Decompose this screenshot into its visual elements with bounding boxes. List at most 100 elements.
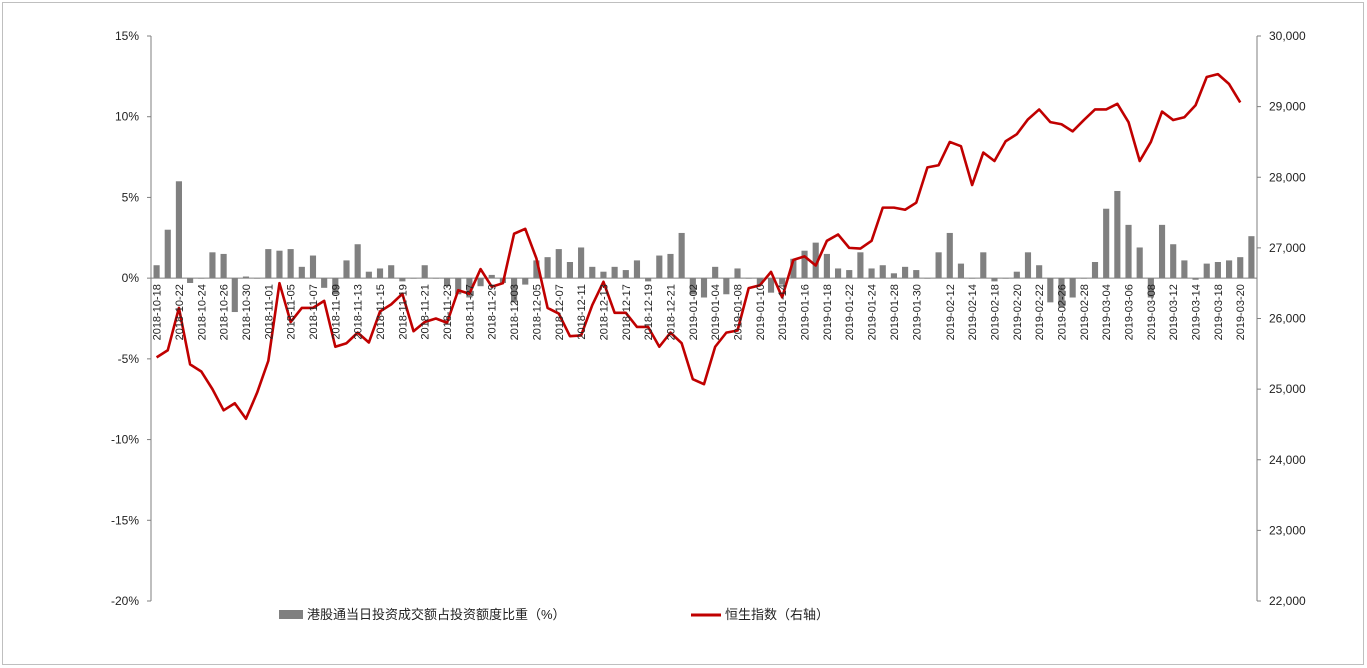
x-tick-label: 2019-02-28 <box>1079 284 1091 340</box>
y-left-tick-label: 10% <box>115 110 139 124</box>
x-tick-label: 2019-01-02 <box>688 284 700 340</box>
bar-2019-01-28 <box>890 273 897 279</box>
bar-2019-01-30 <box>913 270 920 279</box>
bar-2019-03-13 <box>1181 260 1188 279</box>
y-left-tick-label: -5% <box>118 352 140 366</box>
y-right-tick-label: 25,000 <box>1269 382 1306 396</box>
bar-2018-11-05 <box>287 249 294 279</box>
x-tick-label: 2018-10-30 <box>241 284 253 340</box>
x-tick-label: 2019-01-24 <box>867 284 879 340</box>
bar-2019-01-02 <box>689 278 696 295</box>
x-tick-label: 2019-02-22 <box>1034 284 1046 340</box>
bar-2018-12-10 <box>566 262 574 279</box>
bar-2019-01-08 <box>734 268 741 279</box>
legend: 港股通当日投资成交额占投资额度比重（%） 恒生指数（右轴） <box>279 607 829 622</box>
bar-2018-11-12 <box>343 260 350 279</box>
bar-2019-01-24 <box>868 268 875 279</box>
bar-2019-01-22 <box>846 270 853 279</box>
bar-2018-12-03 <box>511 278 518 303</box>
x-tick-label: 2018-12-05 <box>531 284 543 340</box>
bar-2018-10-29 <box>231 278 238 313</box>
bar-2018-12-11 <box>578 247 585 279</box>
x-tick-label: 2019-01-22 <box>844 284 856 340</box>
bar-2018-11-26 <box>455 278 462 295</box>
y-right-tick-label: 22,000 <box>1269 594 1306 608</box>
x-tick-label: 2018-11-09 <box>330 284 342 339</box>
bar-2019-02-26 <box>1058 278 1065 308</box>
x-tick-label: 2019-02-14 <box>967 284 979 340</box>
x-tick-label: 2018-11-05 <box>286 284 298 339</box>
x-tick-label: 2018-11-29 <box>487 284 499 339</box>
x-tick-label: 2018-12-19 <box>643 284 655 340</box>
x-tick-label: 2018-11-23 <box>442 284 454 339</box>
bar-2019-03-20 <box>1237 257 1244 279</box>
bar-2018-10-19 <box>164 229 171 279</box>
y-left-tick-label: 5% <box>122 190 140 204</box>
x-tick-label: 2019-01-16 <box>800 284 812 340</box>
x-tick-label: 2019-03-20 <box>1235 284 1247 340</box>
x-tick-label: 2019-02-20 <box>1012 284 1024 340</box>
bar-2018-11-16 <box>388 265 395 279</box>
bar-2018-12-24 <box>678 232 685 279</box>
x-tick-label: 2019-02-26 <box>1056 284 1068 340</box>
x-tick-label: 2018-11-01 <box>263 284 275 339</box>
y-right-tick-label: 29,000 <box>1269 100 1306 114</box>
tick-labels: 15% 10% 5% 0% -5% -10% -15% -20% 30,000 29,000 28,… <box>111 29 1306 608</box>
bar-2018-12-07 <box>555 249 562 279</box>
x-tick-label: 2019-03-08 <box>1146 284 1158 340</box>
x-tick-label: 2019-03-04 <box>1101 284 1113 340</box>
y-right-tick-label: 26,000 <box>1269 312 1306 326</box>
bar-2018-10-23 <box>187 278 194 283</box>
x-tick-label: 2019-01-18 <box>822 284 834 340</box>
bar-2019-01-17 <box>812 242 819 279</box>
x-tick-label: 2019-01-14 <box>777 284 789 340</box>
bar-2018-11-08 <box>321 278 328 288</box>
x-tick-label: 2019-01-30 <box>911 284 923 340</box>
bar-2018-11-19 <box>399 278 406 282</box>
bar-2019-03-06 <box>1125 224 1132 279</box>
bar-2019-01-07 <box>723 278 730 295</box>
y-left-tick-label: 0% <box>122 271 140 285</box>
bar-2018-11-14 <box>365 271 372 279</box>
bar-2018-11-29 <box>488 274 495 279</box>
y-right-tick-label: 23,000 <box>1269 523 1306 537</box>
bar-2018-10-18 <box>153 265 160 279</box>
x-tick-label: 2019-02-12 <box>945 284 957 340</box>
bar-2019-02-13 <box>957 263 965 279</box>
bar-2019-01-23 <box>857 252 864 279</box>
y-left-tick-label: 15% <box>115 29 139 43</box>
x-tick-label: 2018-12-17 <box>621 284 633 340</box>
bar-2018-10-22 <box>175 181 182 279</box>
x-tick-label: 2019-03-12 <box>1168 284 1180 340</box>
bar-2018-12-18 <box>633 260 641 279</box>
bar-2018-12-06 <box>544 257 551 279</box>
bar-2019-03-01 <box>1091 262 1099 279</box>
bar-2019-03-21 <box>1248 236 1255 279</box>
x-tick-label: 2018-10-24 <box>196 284 208 340</box>
bar-2019-03-12 <box>1170 244 1177 279</box>
x-tick-label: 2019-03-14 <box>1191 284 1203 340</box>
x-tick-label: 2018-12-21 <box>665 284 677 340</box>
x-tick-label: 2018-10-18 <box>152 284 164 340</box>
x-tick-label: 2019-01-10 <box>755 284 767 340</box>
bar-2018-11-28 <box>477 278 484 287</box>
bar-2018-12-12 <box>589 266 596 279</box>
bar-2019-03-11 <box>1158 224 1166 279</box>
x-tick-label: 2018-12-03 <box>509 284 521 340</box>
x-tick-label: 2018-11-15 <box>375 284 387 339</box>
bar-2018-10-26 <box>220 253 227 279</box>
bar-2018-11-02 <box>276 250 283 279</box>
bar-2019-01-14 <box>779 278 786 285</box>
bar-2019-01-11 <box>767 278 775 293</box>
bar-2019-03-15 <box>1203 263 1210 279</box>
legend-bar-label: 港股通当日投资成交额占投资额度比重（%） <box>307 607 566 622</box>
y-right-tick-label: 27,000 <box>1269 241 1306 255</box>
bar-2019-02-15 <box>980 252 987 279</box>
x-tick-label: 2018-11-27 <box>464 284 476 339</box>
bar-2018-12-14 <box>611 266 618 279</box>
bar-2019-03-08 <box>1147 278 1154 298</box>
y-left-tick-label: -15% <box>111 513 139 527</box>
bar-2019-02-11 <box>935 252 942 279</box>
bar-2019-01-03 <box>700 278 708 298</box>
